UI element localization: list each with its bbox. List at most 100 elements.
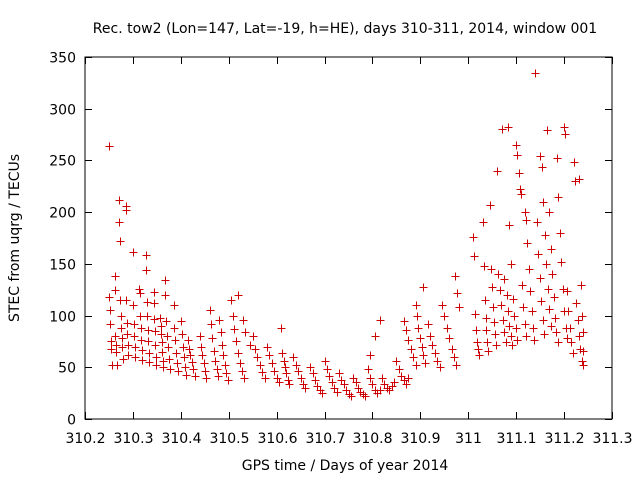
data-point (261, 374, 270, 383)
data-point (152, 353, 161, 362)
data-point (541, 231, 550, 240)
data-point (526, 287, 535, 296)
data-point (263, 343, 272, 352)
data-point (321, 357, 330, 366)
data-point (539, 316, 548, 325)
data-point (174, 367, 183, 376)
data-point (156, 314, 165, 323)
data-point (116, 237, 125, 246)
data-point (280, 357, 289, 366)
data-point (543, 126, 552, 135)
data-point (232, 337, 241, 346)
data-point (170, 324, 179, 333)
data-point (111, 286, 120, 295)
data-point (159, 363, 168, 372)
data-point (554, 338, 563, 347)
data-point (491, 330, 500, 339)
data-point (493, 167, 502, 176)
data-point (256, 361, 265, 370)
data-point (136, 289, 145, 298)
data-point (201, 367, 210, 376)
data-point (222, 369, 231, 378)
data-point (560, 123, 569, 132)
data-point (445, 334, 454, 343)
data-point (509, 295, 518, 304)
x-tick-label: 310.9 (400, 431, 440, 447)
data-point (200, 359, 209, 368)
data-point (412, 361, 421, 370)
data-point (579, 361, 588, 370)
data-point (402, 326, 411, 335)
data-point (318, 389, 327, 398)
data-point (171, 336, 180, 345)
data-point (412, 301, 421, 310)
data-point (282, 369, 291, 378)
data-point (392, 357, 401, 366)
data-point (361, 392, 370, 401)
data-point (547, 322, 556, 331)
data-point (325, 372, 334, 381)
data-point (450, 353, 459, 362)
data-point (328, 378, 337, 387)
data-point (443, 324, 452, 333)
data-point (284, 376, 293, 385)
x-tick-label: 311.3 (592, 431, 632, 447)
data-point (157, 330, 166, 339)
data-point (521, 320, 530, 329)
data-point (515, 169, 524, 178)
data-point (249, 332, 258, 341)
data-point (157, 322, 166, 331)
data-point (512, 324, 521, 333)
data-point (105, 142, 114, 151)
x-tick-label: 310.4 (161, 431, 201, 447)
data-point (352, 378, 361, 387)
data-point (512, 141, 521, 150)
data-point (130, 320, 139, 329)
data-point (452, 361, 461, 370)
data-point (289, 353, 298, 362)
data-point (453, 289, 462, 298)
data-point (135, 285, 144, 294)
data-point (497, 301, 506, 310)
data-point (131, 353, 140, 362)
x-tick-label: 310.6 (257, 431, 297, 447)
data-point (579, 347, 588, 356)
data-point (163, 332, 172, 341)
data-point (428, 341, 437, 350)
data-point (471, 310, 480, 319)
data-point (571, 177, 580, 186)
data-point (575, 175, 584, 184)
data-point (143, 298, 152, 307)
data-point (557, 258, 566, 267)
data-point (340, 380, 349, 389)
data-point (217, 328, 226, 337)
x-axis-label: GPS time / Days of year 2014 (242, 458, 449, 474)
data-point (137, 336, 146, 345)
data-point (390, 378, 399, 387)
data-point (388, 382, 397, 391)
data-point (131, 343, 140, 352)
data-point (419, 283, 428, 292)
data-point (579, 328, 588, 337)
data-point (368, 380, 377, 389)
data-point (123, 330, 132, 339)
data-point (536, 152, 545, 161)
y-tick-label: 350 (49, 51, 76, 67)
data-point (136, 312, 145, 321)
data-point (507, 332, 516, 341)
data-point (534, 250, 543, 259)
data-point (376, 386, 385, 395)
data-point (421, 359, 430, 368)
data-point (548, 270, 557, 279)
data-point (540, 330, 549, 339)
data-point (561, 130, 570, 139)
data-point (522, 216, 531, 225)
data-point (487, 265, 496, 274)
data-point (251, 345, 260, 354)
data-point (105, 293, 114, 302)
data-point (502, 338, 511, 347)
data-point (275, 378, 284, 387)
data-point (545, 305, 554, 314)
data-point (122, 296, 131, 305)
data-point (215, 316, 224, 325)
